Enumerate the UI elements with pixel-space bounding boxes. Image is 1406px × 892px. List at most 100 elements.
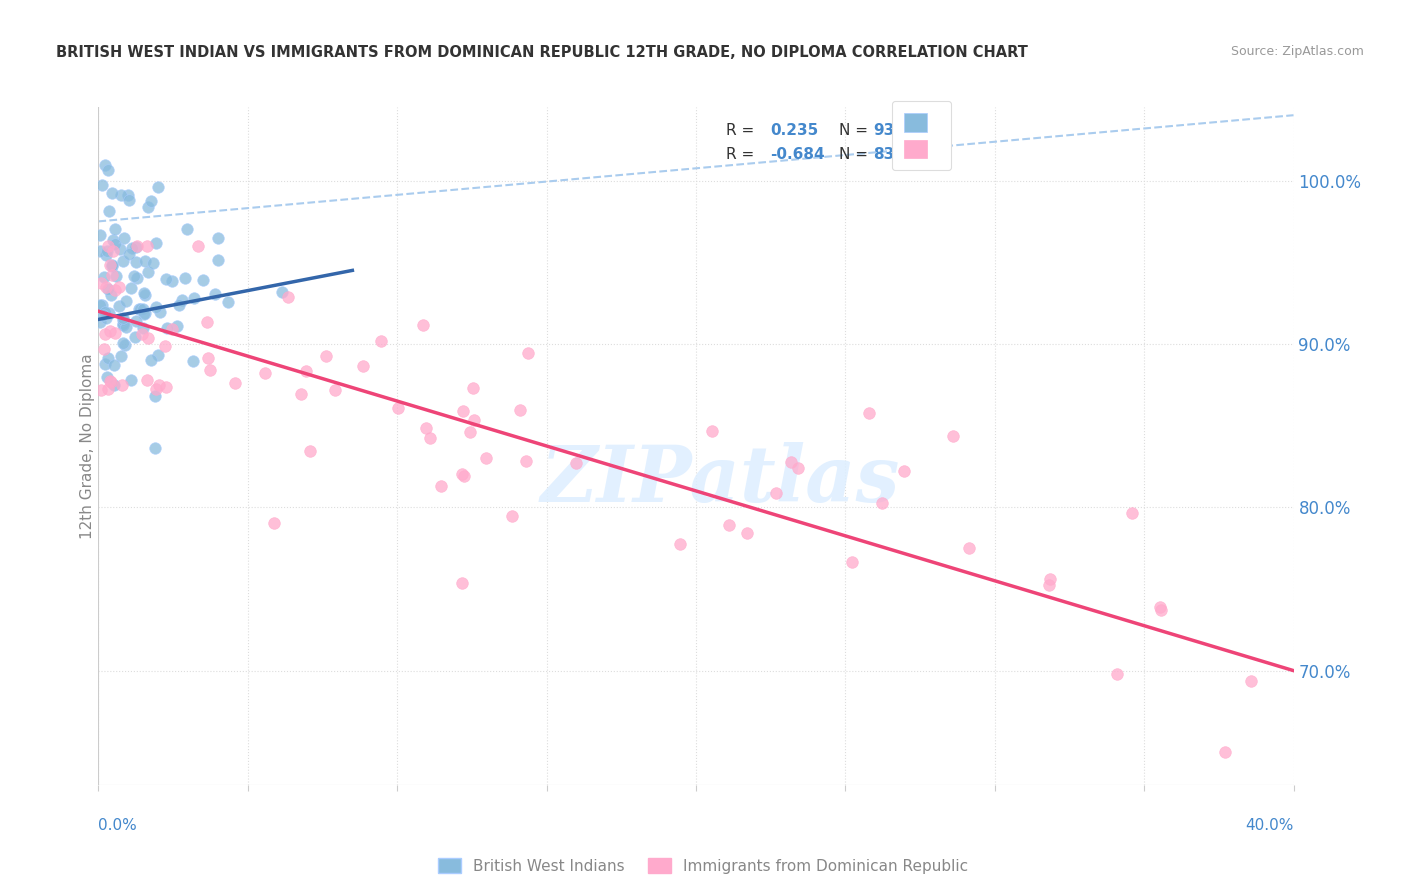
Point <box>120 373 142 387</box>
Point <box>91 298 114 312</box>
Point <box>370 334 392 348</box>
Point <box>135 373 157 387</box>
Point <box>271 285 294 299</box>
Point <box>841 555 863 569</box>
Point <box>172 293 194 307</box>
Point <box>101 244 124 258</box>
Text: N =: N = <box>839 147 869 162</box>
Point <box>128 302 150 317</box>
Text: BRITISH WEST INDIAN VS IMMIGRANTS FROM DOMINICAN REPUBLIC 12TH GRADE, NO DIPLOMA: BRITISH WEST INDIAN VS IMMIGRANTS FROM D… <box>56 45 1028 60</box>
Point <box>501 508 523 523</box>
Point <box>352 359 374 373</box>
Point <box>145 236 167 251</box>
Point <box>97 204 120 219</box>
Point <box>787 461 810 475</box>
Point <box>858 406 880 420</box>
Point <box>224 376 246 390</box>
Point <box>118 194 141 208</box>
Point <box>114 293 136 308</box>
Point <box>136 265 159 279</box>
Point <box>183 292 205 306</box>
Point <box>101 258 124 272</box>
Text: R =: R = <box>725 147 759 162</box>
Point <box>136 239 159 253</box>
Point <box>139 353 162 368</box>
Point <box>110 188 132 202</box>
Legend: British West Indians, Immigrants from Dominican Republic: British West Indians, Immigrants from Do… <box>432 852 974 880</box>
Point <box>146 180 169 194</box>
Point <box>160 321 183 335</box>
Text: 40.0%: 40.0% <box>1246 818 1294 832</box>
Point <box>104 269 127 284</box>
Point <box>125 314 148 328</box>
Point <box>148 378 170 392</box>
Point <box>419 431 441 445</box>
Point <box>93 342 115 356</box>
Text: N =: N = <box>839 123 869 138</box>
Point <box>254 366 277 380</box>
Point <box>515 454 537 468</box>
Point <box>120 281 142 295</box>
Legend: , : , <box>891 101 952 170</box>
Point <box>1149 599 1171 614</box>
Point <box>89 227 111 242</box>
Point <box>134 305 156 319</box>
Point <box>98 305 121 319</box>
Point <box>412 318 434 332</box>
Point <box>104 236 127 251</box>
Point <box>145 382 167 396</box>
Point <box>430 478 453 492</box>
Point <box>117 246 139 260</box>
Point <box>114 319 136 334</box>
Point <box>1039 573 1062 587</box>
Text: 0.0%: 0.0% <box>98 818 138 832</box>
Point <box>104 326 127 340</box>
Point <box>1121 507 1143 521</box>
Point <box>93 326 115 341</box>
Point <box>111 335 134 350</box>
Point <box>453 469 475 483</box>
Point <box>942 429 965 443</box>
Point <box>315 349 337 363</box>
Point <box>112 254 135 268</box>
Point <box>197 315 219 329</box>
Point <box>517 346 540 360</box>
Point <box>458 425 481 440</box>
Point <box>737 526 759 541</box>
Point <box>136 200 159 214</box>
Point <box>415 421 437 435</box>
Point <box>131 327 153 342</box>
Text: Source: ZipAtlas.com: Source: ZipAtlas.com <box>1230 45 1364 58</box>
Text: 0.235: 0.235 <box>770 123 818 138</box>
Point <box>200 362 222 376</box>
Point <box>91 308 114 322</box>
Point <box>217 295 239 310</box>
Point <box>124 269 146 284</box>
Point <box>207 231 229 245</box>
Point <box>125 255 148 269</box>
Point <box>111 313 134 327</box>
Y-axis label: 12th Grade, No Diploma: 12th Grade, No Diploma <box>80 353 94 539</box>
Point <box>101 260 124 274</box>
Point <box>387 401 409 416</box>
Point <box>461 381 484 395</box>
Point <box>565 456 588 470</box>
Point <box>98 374 121 388</box>
Point <box>893 464 915 478</box>
Point <box>167 298 190 312</box>
Point <box>780 455 803 469</box>
Point <box>101 186 124 201</box>
Point <box>89 315 111 329</box>
Point <box>669 537 692 551</box>
Point <box>136 331 159 345</box>
Point <box>98 324 121 338</box>
Point <box>299 444 322 458</box>
Point <box>132 302 155 317</box>
Point <box>110 242 132 256</box>
Point <box>451 404 474 418</box>
Point <box>176 222 198 236</box>
Point <box>143 441 166 455</box>
Point <box>475 450 498 465</box>
Point <box>207 252 229 267</box>
Point <box>96 370 118 384</box>
